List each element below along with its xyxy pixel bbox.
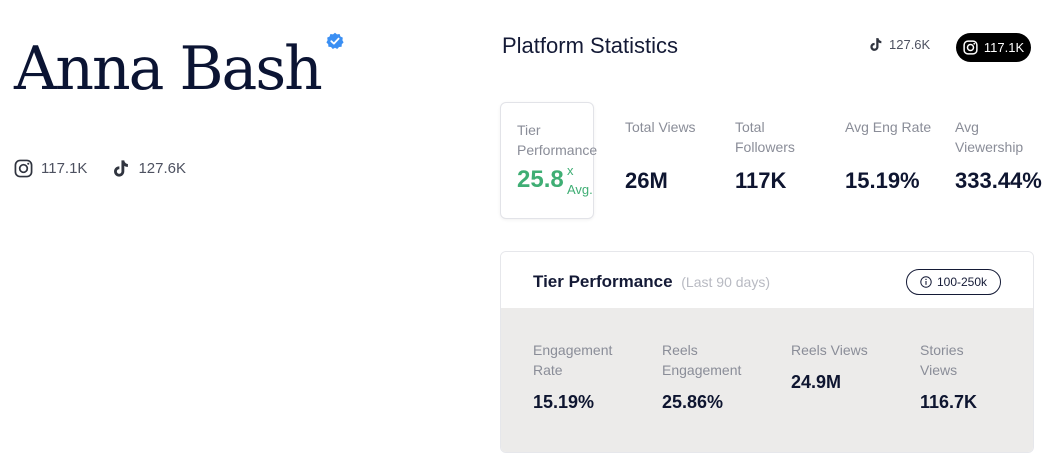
platform-tab-tiktok[interactable]: 127.6K — [868, 37, 930, 52]
stat-value: 333.44% — [955, 168, 1042, 193]
info-icon — [920, 276, 932, 288]
platform-statistics-title: Platform Statistics — [502, 33, 679, 58]
stat-avg-viewership: Avg Viewership 333.44% — [955, 117, 1045, 193]
metric-value: 15.19% — [533, 392, 595, 412]
tier-performance-header: Tier Performance (Last 90 days) 100-250k — [501, 252, 1033, 308]
instagram-icon — [14, 159, 33, 178]
stat-value: 117K — [735, 168, 787, 193]
platform-tab-tiktok-count: 127.6K — [889, 37, 931, 52]
platform-tab-instagram[interactable]: 117.1K — [956, 33, 1031, 62]
verified-badge-icon — [326, 32, 344, 49]
tier-performance-title-text: Tier Performance — [533, 272, 673, 291]
stat-total-views: Total Views 26M — [625, 117, 715, 193]
profile-social-counts: 117.1K 127.6K — [14, 159, 210, 178]
tiktok-icon — [870, 38, 882, 51]
tier-performance-metrics: Engagement Rate 15.19% Reels Engagement … — [501, 308, 1033, 452]
metric-label: Reels Views — [791, 342, 868, 358]
tier-performance-card-label: Tier Performance — [517, 122, 598, 158]
metric-reels-views: Reels Views 24.9M — [791, 340, 901, 392]
profile-tiktok[interactable]: 127.6K — [111, 159, 186, 178]
tier-range-badge[interactable]: 100-250k — [906, 269, 1001, 295]
profile-name: Anna Bash — [14, 34, 323, 104]
metric-value: 25.86% — [662, 392, 724, 412]
tier-performance-period: (Last 90 days) — [681, 274, 770, 290]
metric-value: 116.7K — [920, 392, 978, 412]
tiktok-icon — [114, 160, 129, 177]
stat-label: Total Followers — [735, 119, 795, 155]
stat-label: Total Views — [625, 119, 696, 135]
stat-label: Avg Viewership — [955, 119, 1024, 155]
metric-engagement-rate: Engagement Rate 15.19% — [533, 340, 643, 412]
metric-stories-views: Stories Views 116.7K — [920, 340, 1000, 412]
tier-performance-card-unit: x Avg. — [567, 163, 593, 197]
profile-tiktok-count: 127.6K — [138, 160, 186, 177]
stat-label: Avg Eng Rate — [845, 119, 932, 135]
metric-value: 24.9M — [791, 372, 842, 392]
tier-performance-card[interactable]: Tier Performance 25.8 x Avg. — [500, 102, 598, 219]
tier-performance-panel: Tier Performance (Last 90 days) 100-250k… — [500, 251, 1034, 453]
metric-label: Engagement Rate — [533, 342, 613, 378]
tier-range-badge-label: 100-250k — [936, 275, 988, 289]
platform-tab-instagram-count: 117.1K — [983, 40, 1025, 55]
profile-instagram-count: 117.1K — [41, 160, 88, 177]
stat-value: 15.19% — [845, 168, 920, 193]
stat-value: 26M — [625, 168, 668, 193]
metric-label: Stories Views — [920, 342, 964, 378]
tier-performance-title: Tier Performance (Last 90 days) — [533, 272, 770, 292]
tier-performance-card-value: 25.8 — [517, 166, 564, 193]
stat-total-followers: Total Followers 117K — [735, 117, 825, 193]
instagram-icon — [963, 40, 978, 55]
metric-label: Reels Engagement — [662, 342, 742, 378]
profile-instagram[interactable]: 117.1K — [14, 159, 87, 178]
metric-reels-engagement: Reels Engagement 25.86% — [662, 340, 772, 412]
stat-avg-eng-rate: Avg Eng Rate 15.19% — [845, 117, 935, 193]
